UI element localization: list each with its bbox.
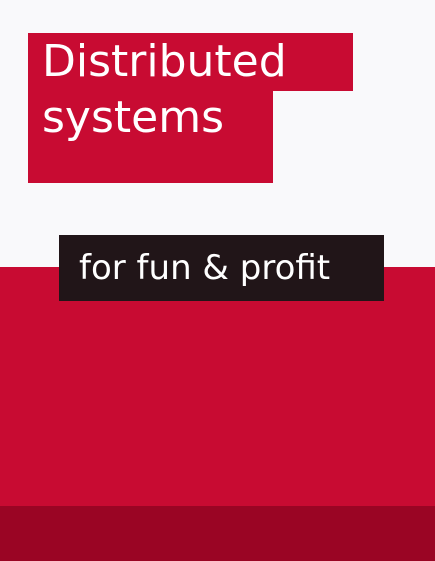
cover-subtitle: for fun & profit xyxy=(59,235,384,301)
cover-red-band xyxy=(0,267,435,506)
cover-title-line-2: systems xyxy=(28,91,273,183)
cover-footer-band xyxy=(0,506,435,561)
cover-title-line-1: Distributed xyxy=(28,33,353,91)
